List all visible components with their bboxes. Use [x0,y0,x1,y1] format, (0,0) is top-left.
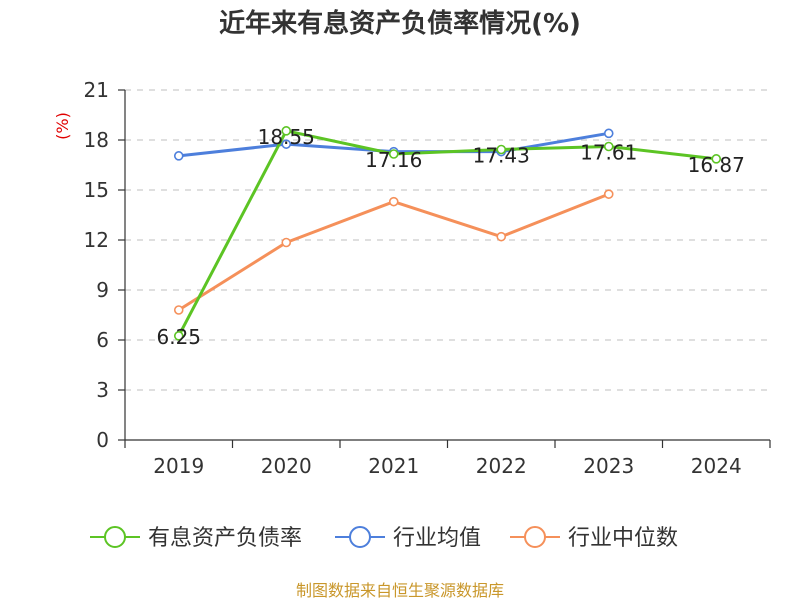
legend-item-1: 行业均值 [335,526,481,551]
footer-source: 制图数据来自恒生聚源数据库 [296,581,504,600]
data-point [388,149,399,159]
series-2 [173,189,614,315]
legend-label: 行业中位数 [568,526,678,551]
axes: 0 3 6 9 12 15 18 21 2019 2020 2021 2022 2023 2024 [84,78,771,478]
data-point [281,126,292,136]
data-point [173,305,184,315]
data-label: 17.43 [473,144,530,168]
data-point [388,196,399,207]
legend-item-0: 有息资产负债率 [90,526,302,551]
x-tick-label: 2021 [368,454,419,478]
y-tick-label: 21 [84,78,109,102]
x-tick-label: 2020 [261,454,312,478]
series-line-0 [177,129,717,337]
series-lines [173,126,722,341]
legend-marker [349,526,371,548]
data-label: 17.16 [365,148,422,172]
data-point [603,189,614,199]
x-tick-label: 2024 [691,454,742,478]
y-axis-unit: (%) [53,112,72,140]
data-point [603,141,614,152]
data-point [173,331,184,341]
data-label: 16.87 [688,153,745,177]
data-point [496,231,507,242]
legend-label: 行业均值 [393,526,481,551]
data-label: 6.25 [156,325,201,349]
series-0 [173,126,722,341]
data-label: 18.55 [258,125,315,149]
y-tick-label: 0 [96,428,109,452]
y-tick-label: 3 [96,378,109,402]
data-point [711,154,722,164]
data-labels: 6.25 18.55 17.16 17.43 17.61 16.87 [156,125,744,349]
legend-item-2: 行业中位数 [510,526,678,551]
y-tick-label: 15 [84,178,109,202]
x-tick-label: 2019 [153,454,204,478]
x-tick-label: 2022 [476,454,527,478]
legend-marker [104,526,126,548]
y-tick-label: 6 [96,328,109,352]
chart-title: 近年来有息资产负债率情况(%) [219,8,581,39]
data-point [496,144,507,155]
y-tick-label: 18 [84,128,109,152]
data-label: 17.61 [580,141,637,165]
x-tick-label: 2023 [583,454,634,478]
legend: 有息资产负债率 行业均值 行业中位数 [90,526,678,551]
data-point [603,128,614,139]
data-point [173,151,184,161]
legend-marker [524,526,546,548]
grid-lines [125,89,770,391]
data-point [281,139,292,149]
y-tick-label: 9 [96,278,109,302]
legend-label: 有息资产负债率 [148,526,302,551]
y-tick-label: 12 [84,228,109,252]
data-point [281,237,292,248]
